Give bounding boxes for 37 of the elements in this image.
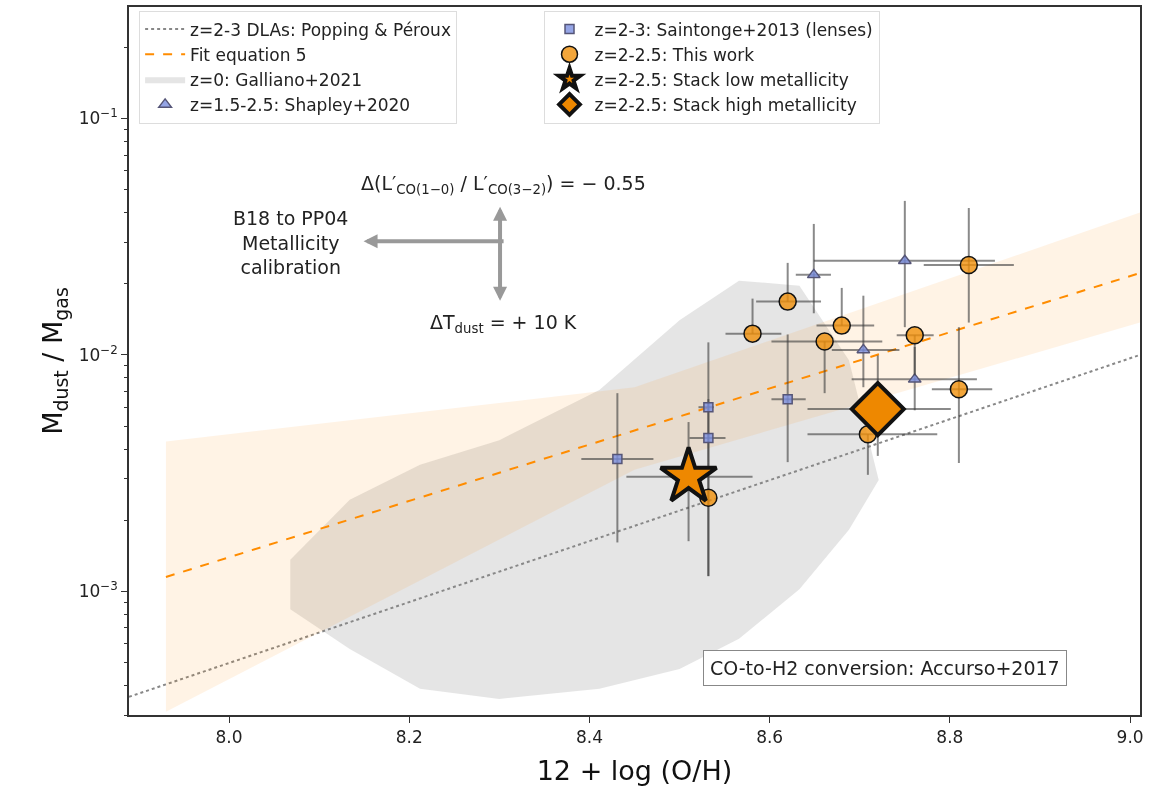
legend-label: z=2-3: Saintonge+2013 (lenses) (594, 19, 873, 40)
legend-label: z=1.5-2.5: Shapley+2020 (190, 95, 411, 116)
point (782, 393, 793, 405)
legend-label: z=0: Galliano+2021 (190, 69, 363, 90)
point (849, 381, 906, 438)
y-tick-label: 10$^{−3}$ (78, 579, 118, 602)
point (832, 316, 851, 335)
point (959, 255, 979, 275)
point (905, 326, 924, 345)
point (806, 268, 821, 279)
x-tick-label: 8.2 (395, 727, 423, 748)
legend-label: z=2-3 DLAs: Popping & Péroux (190, 19, 451, 40)
annotation: Δ(L′$_{CO(1−0)}$ / L′$_{CO(3−2)}$) = − 0.55 (361, 172, 646, 197)
point (815, 332, 834, 351)
point (743, 324, 762, 343)
point (949, 379, 969, 399)
point (778, 292, 797, 311)
point (856, 343, 871, 354)
point (897, 254, 912, 265)
annotation: B18 to PP04 Metallicity calibration (233, 207, 349, 279)
point (703, 401, 714, 413)
legend-label: z=2-2.5: This work (594, 44, 755, 65)
x-tick-label: 8.4 (575, 727, 603, 748)
y-tick-label: 10$^{−1}$ (78, 106, 118, 129)
annotation: CO-to-H2 conversion: Accurso+2017 (710, 657, 1060, 679)
x-tick-label: 9.0 (1116, 727, 1144, 748)
x-tick-label: 8.6 (756, 727, 784, 748)
legend-label: z=2-2.5: Stack high metallicity (594, 95, 857, 116)
x-axis-title: 12 + log (O/H) (536, 755, 733, 787)
annotation: ΔT$_{dust}$ = + 10 K (430, 311, 577, 336)
legend-label: Fit equation 5 (190, 44, 307, 65)
y-tick-label: 10$^{−2}$ (78, 342, 118, 365)
point (612, 453, 623, 465)
point (703, 432, 714, 444)
x-tick-label: 8.8 (936, 727, 964, 748)
x-tick-label: 8.0 (215, 727, 243, 748)
legend-label: z=2-2.5: Stack low metallicity (594, 69, 849, 90)
